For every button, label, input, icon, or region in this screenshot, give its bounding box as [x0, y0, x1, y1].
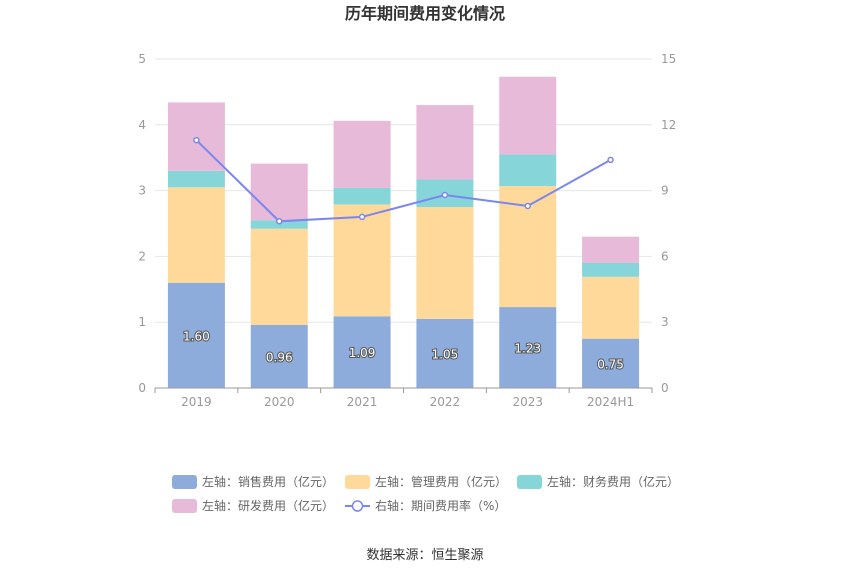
data-source: 数据来源：恒生聚源 [366, 548, 483, 563]
right-tick-label: 12 [661, 118, 676, 132]
bar-segment [167, 187, 225, 283]
left-tick-label: 4 [138, 118, 146, 132]
legend-item: 左轴：销售费用（亿元） [172, 474, 334, 489]
bar-segment [416, 105, 474, 180]
rate-point [524, 202, 531, 210]
right-tick-label: 15 [661, 52, 676, 66]
x-tick-label: 2023 [512, 395, 543, 409]
legend-item: 左轴：研发费用（亿元） [172, 498, 334, 513]
legend-item: 左轴：管理费用（亿元） [345, 474, 507, 489]
bar-segment [250, 163, 308, 221]
bar-value-label: 1.05 [432, 347, 459, 361]
legend-swatch [345, 475, 370, 489]
x-tick-label: 2019 [181, 395, 212, 409]
rate-line-path [195, 139, 612, 223]
legend-label: 左轴：研发费用（亿元） [202, 498, 334, 513]
legend-swatch [172, 499, 197, 513]
bar-segment [582, 276, 640, 339]
rate-point [276, 218, 283, 225]
rate-point [358, 213, 366, 221]
legend-label: 左轴：销售费用（亿元） [202, 474, 334, 489]
bars [167, 76, 640, 388]
bar-segment [499, 154, 557, 186]
left-tick-label: 5 [138, 52, 146, 66]
left-tick-label: 3 [138, 184, 146, 198]
bar-segment [167, 282, 225, 388]
x-tick-label: 2021 [347, 395, 378, 409]
bar-value-label: 0.96 [266, 350, 293, 364]
right-tick-label: 0 [661, 381, 669, 395]
bar-segment [499, 307, 557, 388]
x-tick-label: 2024H1 [587, 395, 634, 409]
bar-segment [582, 338, 640, 388]
right-tick-label: 3 [661, 315, 669, 329]
left-tick-label: 2 [138, 249, 146, 263]
bar-segment [333, 316, 391, 388]
grid [155, 58, 652, 323]
bar-segment [416, 318, 474, 388]
bar-segment [250, 324, 308, 388]
bar-segment [333, 187, 391, 205]
bar-segment [582, 236, 640, 263]
rate-point [441, 191, 449, 199]
legend-swatch [172, 475, 197, 489]
left-tick-label: 1 [138, 315, 146, 329]
legend-label: 左轴：财务费用（亿元） [547, 474, 679, 489]
legend-swatch [517, 475, 542, 489]
chart-title: 历年期间费用变化情况 [345, 4, 505, 23]
bar-value-label: 1.09 [349, 346, 376, 360]
legend: 左轴：销售费用（亿元） 左轴：管理费用（亿元） 左轴：财务费用（亿元） 左轴：研发费用… [172, 474, 679, 513]
left-tick-label: 0 [138, 381, 146, 395]
x-tick-label: 2020 [264, 395, 295, 409]
legend-item: 右轴：期间费用率（%） [345, 498, 506, 513]
rate-point [607, 156, 614, 164]
bar-labels: 1.60 0.96 1.09 1.05 1.23 0.75 [182, 328, 625, 372]
bar-segment [582, 262, 640, 277]
rate-line [193, 136, 614, 225]
bar-segment [333, 204, 391, 317]
bar-value-label: 0.75 [597, 357, 624, 371]
legend-circle-marker [351, 500, 364, 512]
bar-segment [167, 170, 225, 188]
right-tick-label: 6 [661, 249, 669, 263]
rate-point [193, 136, 200, 144]
x-tick-label: 2022 [430, 395, 461, 409]
right-tick-label: 9 [661, 184, 669, 198]
legend-item: 左轴：财务费用（亿元） [517, 474, 679, 489]
bar-segment [250, 228, 308, 325]
bar-segment [499, 76, 557, 155]
bar-segment [416, 207, 474, 319]
bar-segment [333, 120, 391, 188]
bar-value-label: 1.60 [183, 329, 210, 343]
bar-value-label: 1.23 [514, 342, 541, 356]
legend-label: 左轴：管理费用（亿元） [375, 474, 507, 489]
legend-label: 右轴：期间费用率（%） [375, 498, 506, 513]
